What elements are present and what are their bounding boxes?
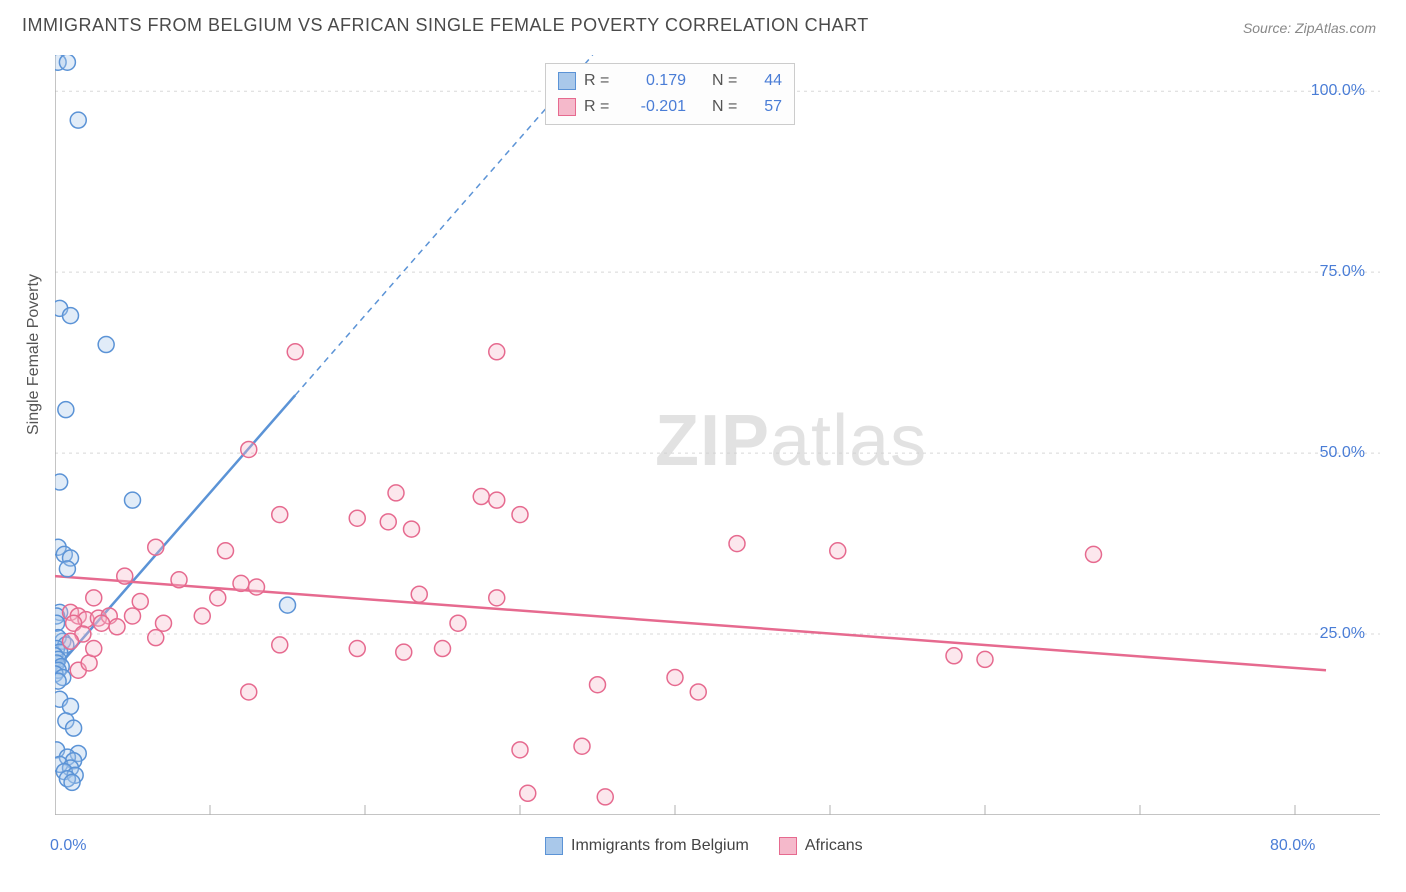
y-tick-label: 50.0% (1320, 444, 1365, 462)
r-value-belgium: 0.179 (624, 72, 686, 90)
n-label: N = (712, 72, 744, 90)
legend-swatch-belgium (558, 72, 576, 90)
legend-item-belgium: Immigrants from Belgium (545, 837, 749, 855)
legend-swatch-belgium (545, 837, 563, 855)
chart-container: Single Female Poverty 25.0%50.0%75.0%100… (55, 55, 1380, 815)
correlation-legend: R = 0.179 N = 44 R = -0.201 N = 57 (545, 63, 795, 125)
x-tick-label: 0.0% (50, 837, 86, 855)
r-label: R = (584, 72, 616, 90)
n-value-belgium: 44 (752, 72, 782, 90)
legend-row-belgium: R = 0.179 N = 44 (558, 68, 782, 94)
y-axis-label: Single Female Poverty (25, 274, 43, 435)
n-label: N = (712, 98, 744, 116)
y-tick-label: 100.0% (1311, 82, 1365, 100)
scatter-plot-svg (55, 55, 1380, 815)
legend-item-africans: Africans (779, 837, 863, 855)
legend-label-belgium: Immigrants from Belgium (571, 837, 749, 855)
source-attribution: Source: ZipAtlas.com (1243, 20, 1376, 36)
chart-title: IMMIGRANTS FROM BELGIUM VS AFRICAN SINGL… (22, 15, 869, 36)
series-legend: Immigrants from Belgium Africans (545, 837, 863, 855)
y-tick-label: 25.0% (1320, 625, 1365, 643)
legend-swatch-africans (558, 98, 576, 116)
r-value-africans: -0.201 (624, 98, 686, 116)
n-value-africans: 57 (752, 98, 782, 116)
r-label: R = (584, 98, 616, 116)
legend-swatch-africans (779, 837, 797, 855)
x-tick-label: 80.0% (1270, 837, 1315, 855)
legend-row-africans: R = -0.201 N = 57 (558, 94, 782, 120)
legend-label-africans: Africans (805, 837, 863, 855)
y-tick-label: 75.0% (1320, 263, 1365, 281)
